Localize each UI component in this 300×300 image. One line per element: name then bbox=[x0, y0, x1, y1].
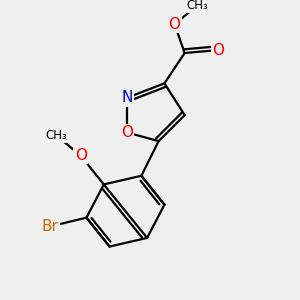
Text: CH₃: CH₃ bbox=[187, 0, 208, 12]
Text: O: O bbox=[121, 125, 133, 140]
Text: O: O bbox=[169, 16, 181, 32]
Text: N: N bbox=[121, 90, 133, 105]
Text: O: O bbox=[212, 43, 224, 58]
Text: Br: Br bbox=[42, 219, 59, 234]
Text: CH₃: CH₃ bbox=[45, 129, 67, 142]
Text: O: O bbox=[75, 148, 87, 163]
